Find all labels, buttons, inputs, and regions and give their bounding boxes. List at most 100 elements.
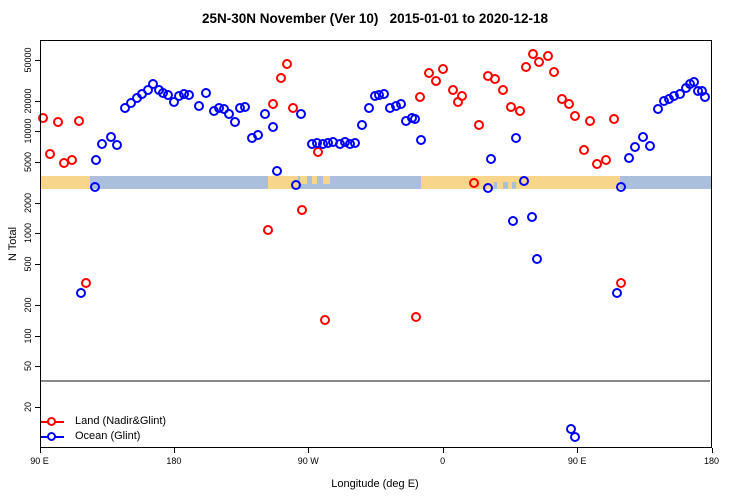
land-point bbox=[66, 155, 77, 166]
band-segment-land bbox=[312, 176, 317, 184]
y-tick-mark bbox=[34, 406, 40, 408]
land-point bbox=[534, 57, 545, 68]
y-tick-mark bbox=[34, 335, 40, 337]
land-point bbox=[457, 91, 468, 102]
y-tick-mark bbox=[34, 162, 40, 164]
ocean-point bbox=[272, 165, 283, 176]
land-point bbox=[414, 92, 425, 103]
y-tick-label: 50 bbox=[23, 361, 33, 372]
band-segment-ocean bbox=[619, 176, 712, 189]
land-point bbox=[438, 63, 449, 74]
ocean-point bbox=[183, 90, 194, 101]
land-point bbox=[80, 277, 91, 288]
ocean-point bbox=[675, 88, 686, 99]
y-tick-mark bbox=[34, 264, 40, 266]
legend-label-ocean: Ocean (Glint) bbox=[75, 430, 141, 442]
y-tick-mark bbox=[34, 100, 40, 102]
land-point bbox=[527, 49, 538, 60]
x-tick-mark bbox=[308, 448, 310, 453]
legend: Land (Nadir&Glint) Ocean (Glint) bbox=[41, 414, 261, 444]
land-point bbox=[268, 98, 279, 109]
land-point bbox=[520, 62, 531, 73]
land-point bbox=[542, 50, 553, 61]
ocean-point bbox=[415, 135, 426, 146]
ocean-point bbox=[148, 78, 159, 89]
ocean-point bbox=[259, 108, 270, 119]
x-tick-label: 90 W bbox=[297, 456, 319, 466]
ocean-point bbox=[395, 98, 406, 109]
x-tick-label: 0 bbox=[440, 456, 446, 466]
land-circle-symbol bbox=[47, 416, 56, 426]
land-point bbox=[297, 205, 308, 216]
y-tick-mark bbox=[34, 366, 40, 368]
land-point bbox=[469, 177, 479, 188]
ocean-point bbox=[623, 152, 634, 163]
ocean-circle-symbol bbox=[47, 431, 56, 441]
ocean-point bbox=[410, 113, 421, 124]
land-point bbox=[424, 67, 435, 78]
land-point bbox=[601, 154, 612, 165]
land-point bbox=[263, 224, 274, 235]
y-tick-label: 5000 bbox=[23, 152, 33, 173]
land-point bbox=[497, 84, 508, 95]
ocean-point bbox=[230, 116, 241, 127]
y-axis-title: N Total bbox=[7, 226, 19, 262]
band-segment-land bbox=[299, 176, 307, 184]
x-tick-mark bbox=[577, 448, 579, 453]
land-point bbox=[563, 99, 574, 110]
ocean-point bbox=[119, 102, 130, 113]
y-tick-mark bbox=[34, 60, 40, 61]
land-point bbox=[410, 312, 421, 323]
ocean-point bbox=[201, 87, 212, 98]
ocean-point bbox=[97, 138, 108, 149]
band-segment-ocean bbox=[89, 176, 268, 189]
land-point bbox=[288, 102, 299, 113]
land-point bbox=[430, 75, 441, 86]
y-tick-label: 200 bbox=[23, 297, 33, 313]
land-point bbox=[556, 93, 567, 104]
x-tick-label: 180 bbox=[166, 456, 182, 466]
ocean-point bbox=[637, 132, 648, 143]
land-point bbox=[52, 117, 63, 128]
y-tick-label: 1000 bbox=[23, 223, 33, 244]
ocean-point bbox=[611, 288, 622, 299]
land-point bbox=[490, 73, 501, 84]
plot-frame bbox=[39, 40, 712, 448]
ocean-point bbox=[296, 109, 307, 120]
ocean-point bbox=[570, 432, 581, 443]
ocean-point bbox=[91, 154, 102, 165]
land-point bbox=[74, 116, 85, 127]
ocean-point bbox=[526, 212, 537, 223]
ocean-point bbox=[105, 131, 116, 142]
ocean-point bbox=[532, 253, 543, 264]
band-segment-land bbox=[267, 176, 298, 189]
x-axis-title: Longitude (deg E) bbox=[331, 478, 419, 490]
ocean-point bbox=[485, 153, 496, 164]
x-tick-label: 90 E bbox=[30, 456, 49, 466]
land-point bbox=[549, 66, 560, 77]
land-point bbox=[579, 145, 590, 156]
land-point bbox=[447, 84, 458, 95]
x-tick-mark bbox=[173, 448, 175, 453]
land-point bbox=[515, 106, 526, 117]
legend-label-land: Land (Nadir&Glint) bbox=[75, 415, 167, 427]
ocean-point bbox=[364, 102, 375, 113]
ocean-point bbox=[653, 104, 664, 115]
y-tick-mark bbox=[34, 202, 40, 204]
y-tick-label: 10000 bbox=[23, 118, 33, 144]
ocean-point bbox=[645, 141, 656, 152]
chart-title: 25N-30N November (Ver 10) 2015-01-01 to … bbox=[202, 11, 548, 26]
ocean-point bbox=[76, 287, 87, 298]
ocean-point bbox=[629, 141, 640, 152]
land-point bbox=[615, 278, 626, 289]
y-tick-mark bbox=[34, 233, 40, 235]
y-tick-label: 50000 bbox=[23, 47, 33, 73]
ocean-point bbox=[483, 182, 494, 193]
ocean-point bbox=[253, 129, 264, 140]
ocean-point bbox=[511, 132, 522, 143]
y-tick-label: 20 bbox=[23, 401, 33, 412]
ocean-point bbox=[168, 96, 179, 107]
ocean-point bbox=[379, 88, 390, 99]
land-point bbox=[584, 116, 595, 127]
